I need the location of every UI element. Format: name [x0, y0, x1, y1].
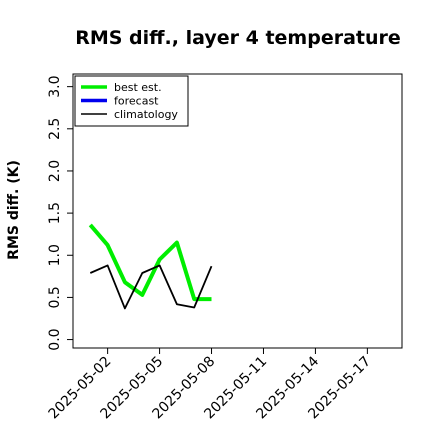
y-axis-label: RMS diff. (K) [6, 160, 22, 260]
legend-entry: forecast [114, 95, 159, 108]
y-tick-label: 1.0 [47, 244, 63, 266]
x-axis: 2025-05-022025-05-052025-05-082025-05-11… [46, 348, 374, 422]
series-layer [88, 223, 213, 310]
legend-entry: best est. [114, 81, 162, 94]
y-tick-label: 0.0 [47, 328, 63, 350]
legend-entry: climatology [114, 108, 178, 121]
y-tick-label: 2.5 [47, 118, 63, 140]
series-line-climatology [89, 264, 213, 310]
series-line-best-est [88, 223, 212, 302]
y-axis: 0.0 0.5 1.0 1.5 2.0 2.5 3.0 [47, 76, 73, 351]
y-tick-label: 1.5 [47, 202, 63, 224]
plot-frame [72, 73, 403, 349]
y-tick-label: 0.5 [47, 286, 63, 308]
chart-title: RMS diff., layer 4 temperature [75, 27, 401, 49]
y-tick-label: 3.0 [47, 76, 63, 98]
y-tick-label: 2.0 [47, 160, 63, 182]
